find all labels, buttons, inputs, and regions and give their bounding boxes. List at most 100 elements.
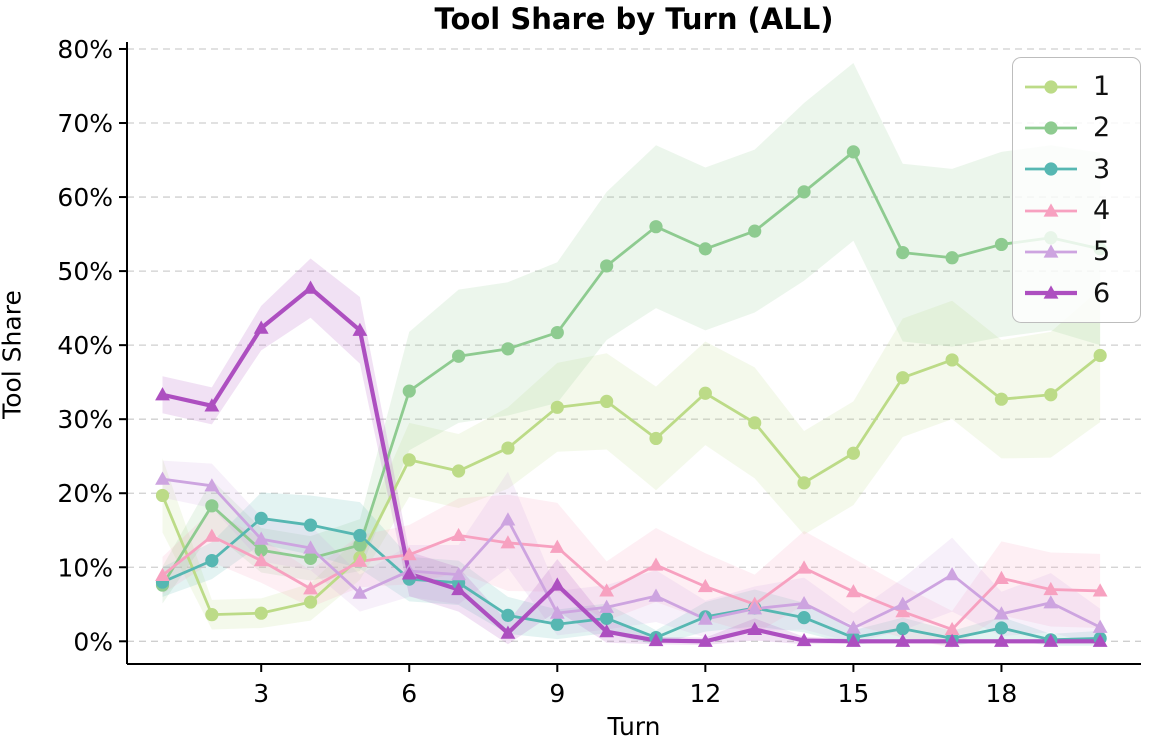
marker-circle-1 xyxy=(896,371,910,385)
marker-circle-1 xyxy=(945,353,959,367)
marker-triangle-6 xyxy=(648,632,664,647)
marker-triangle-6 xyxy=(401,566,417,580)
y-tick-label: 20% xyxy=(57,479,113,508)
marker-triangle-6 xyxy=(451,581,466,596)
marker-circle-2 xyxy=(846,145,861,159)
marker-triangle-4 xyxy=(500,535,516,549)
marker-circle-2 xyxy=(649,220,663,234)
marker-triangle-5 xyxy=(352,585,368,599)
marker-circle-3 xyxy=(994,621,1009,635)
marker-circle-3 xyxy=(550,617,564,631)
marker-triangle-5 xyxy=(549,605,565,619)
marker-triangle-4 xyxy=(846,584,861,598)
marker-circle-2 xyxy=(698,242,712,256)
marker-circle-1 xyxy=(1044,388,1058,402)
marker-triangle-6 xyxy=(846,633,861,647)
y-tick-label: 10% xyxy=(57,553,113,582)
marker-triangle-6 xyxy=(747,621,763,636)
confidence-band-2 xyxy=(162,63,1101,604)
marker-triangle-6 xyxy=(253,320,269,334)
marker-triangle-4 xyxy=(994,570,1009,584)
marker-triangle-6 xyxy=(155,387,170,401)
legend-marker-triangle xyxy=(1043,203,1059,217)
marker-triangle-4 xyxy=(155,567,170,582)
marker-triangle-4 xyxy=(697,578,713,593)
marker-circle-3 xyxy=(205,553,219,568)
y-axis-label: Tool Share xyxy=(0,290,27,419)
marker-circle-3 xyxy=(896,622,910,636)
x-tick-label: 3 xyxy=(253,679,269,708)
marker-triangle-6 xyxy=(994,633,1009,647)
legend-swatch xyxy=(1025,121,1077,135)
legend-label: 3 xyxy=(1093,153,1111,185)
marker-circle-1 xyxy=(797,476,811,490)
marker-circle-1 xyxy=(155,488,170,503)
marker-circle-1 xyxy=(748,416,762,430)
marker-triangle-5 xyxy=(747,601,763,615)
legend-label: 2 xyxy=(1093,112,1111,144)
marker-circle-1 xyxy=(501,441,515,455)
series-line-4 xyxy=(161,534,1102,631)
y-tick-label: 50% xyxy=(57,257,113,286)
marker-triangle-6 xyxy=(1092,633,1108,647)
legend-item: 6 xyxy=(1023,276,1132,310)
legend-swatch xyxy=(1025,285,1077,299)
chart-title: Tool Share by Turn (ALL) xyxy=(434,2,834,36)
marker-circle-2 xyxy=(748,224,762,238)
marker-triangle-6 xyxy=(204,398,220,412)
marker-triangle-4 xyxy=(599,583,615,597)
marker-circle-2 xyxy=(452,349,466,363)
marker-circle-3 xyxy=(501,608,515,622)
marker-triangle-5 xyxy=(1092,619,1108,633)
marker-triangle-5 xyxy=(204,478,220,492)
x-tick-label: 15 xyxy=(837,679,869,708)
legend-label: 5 xyxy=(1093,236,1111,268)
marker-triangle-5 xyxy=(500,512,516,526)
confidence-band-5 xyxy=(162,460,1101,646)
marker-circle-2 xyxy=(945,251,959,265)
marker-circle-1 xyxy=(254,606,268,620)
marker-triangle-5 xyxy=(697,611,713,625)
legend: 1 2 3 4 5 6 xyxy=(1012,57,1141,323)
marker-circle-1 xyxy=(994,392,1009,406)
marker-triangle-4 xyxy=(796,560,812,574)
marker-circle-3 xyxy=(353,528,367,543)
legend-swatch xyxy=(1025,203,1077,217)
marker-triangle-6 xyxy=(303,280,318,294)
marker-circle-2 xyxy=(896,245,910,260)
marker-triangle-6 xyxy=(599,624,615,638)
marker-circle-1 xyxy=(649,431,663,446)
marker-circle-2 xyxy=(205,499,219,513)
marker-circle-2 xyxy=(254,543,268,557)
marker-circle-2 xyxy=(797,185,811,199)
series-line-3 xyxy=(161,516,1102,642)
marker-triangle-4 xyxy=(204,528,220,542)
marker-circle-2 xyxy=(353,538,367,552)
marker-triangle-4 xyxy=(549,539,565,553)
marker-circle-1 xyxy=(205,608,219,622)
marker-triangle-4 xyxy=(253,552,269,567)
marker-triangle-5 xyxy=(796,595,812,610)
marker-circle-1 xyxy=(698,386,712,400)
marker-triangle-6 xyxy=(895,633,911,647)
series-line-6 xyxy=(160,286,1103,644)
y-tick-label: 60% xyxy=(57,183,113,212)
marker-triangle-5 xyxy=(994,606,1009,620)
marker-triangle-4 xyxy=(303,581,318,595)
marker-triangle-5 xyxy=(155,471,170,485)
legend-item: 4 xyxy=(1023,194,1132,228)
marker-triangle-6 xyxy=(697,633,713,647)
series-line-1 xyxy=(161,354,1102,617)
marker-triangle-5 xyxy=(895,596,911,610)
marker-triangle-5 xyxy=(648,588,664,602)
marker-circle-1 xyxy=(303,595,318,609)
marker-triangle-5 xyxy=(253,531,269,545)
marker-triangle-5 xyxy=(846,620,861,634)
marker-triangle-5 xyxy=(599,599,615,613)
marker-circle-2 xyxy=(402,384,416,398)
legend-swatch xyxy=(1025,80,1077,94)
marker-circle-1 xyxy=(452,464,466,478)
y-tick-label: 0% xyxy=(73,627,113,656)
legend-label: 4 xyxy=(1093,195,1111,227)
